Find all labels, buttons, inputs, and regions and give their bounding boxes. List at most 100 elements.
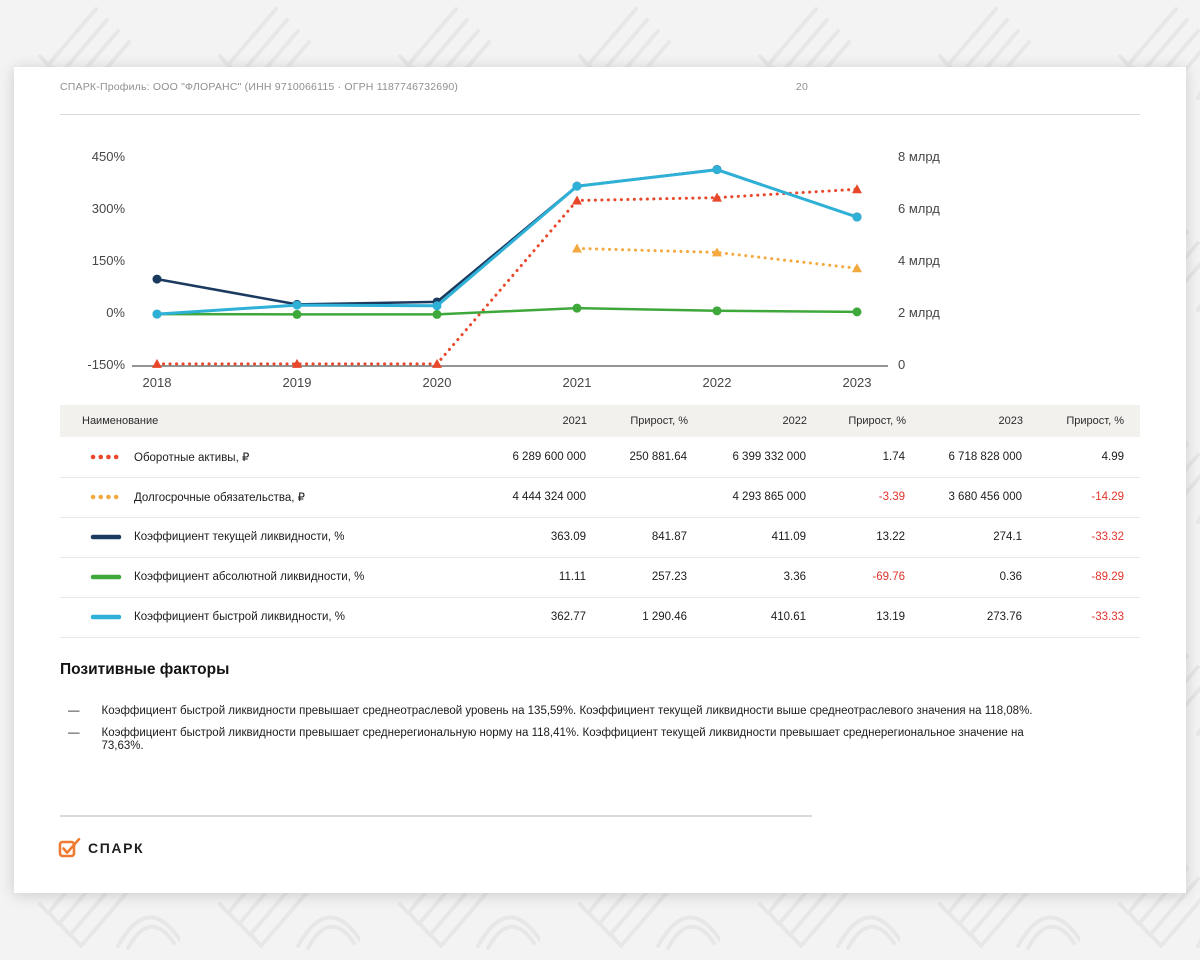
indicator-name: Коэффициент абсолютной ликвидности, %: [134, 571, 365, 583]
footer-divider: [60, 815, 812, 817]
x-axis-year-label: 2022: [703, 375, 732, 390]
series-marker: [852, 307, 862, 317]
right-axis-tick: 2 млрд: [898, 305, 940, 320]
series-marker: [152, 309, 162, 319]
positive-factors-list: — Коэффициент быстрой ликвидности превыша…: [60, 705, 1050, 753]
indicator-name: Долгосрочные обязательства, ₽: [134, 492, 305, 504]
positive-factor-item: — Коэффициент быстрой ликвидности превыша…: [60, 727, 1050, 753]
series-legend-swatch: [90, 494, 122, 500]
series-marker: [432, 358, 442, 368]
value-cell: 0.36: [906, 557, 1023, 598]
value-cell: 410.61: [688, 597, 807, 638]
value-cell: 11.11: [450, 557, 587, 598]
document-header: СПАРК-Профиль: ООО "ФЛОРАНС" (ИНН 971006…: [60, 67, 1140, 115]
series-line: [575, 246, 859, 270]
spark-logo: СПАРК: [58, 835, 144, 861]
value-cell: 3.36: [688, 557, 807, 598]
series-marker: [432, 301, 442, 311]
value-cell: -69.76: [807, 557, 906, 598]
series-marker: [572, 195, 582, 205]
indicator-name-cell: Коэффициент быстрой ликвидности, %: [60, 597, 450, 638]
value-cell: 841.87: [587, 517, 688, 558]
financial-indicators-table: Наименование 2021 Прирост, % 2022 Прирост, %…: [60, 405, 1140, 638]
indicator-name: Коэффициент быстрой ликвидности, %: [134, 611, 346, 623]
value-cell: 6 399 332 000: [688, 437, 807, 478]
table-row: Коэффициент текущей ликвидности, % 363.09…: [60, 517, 1140, 558]
indicator-name-cell: Оборотные активы, ₽: [60, 437, 450, 478]
series-line: [156, 306, 858, 316]
series-marker: [152, 274, 162, 284]
left-axis-tick: 450%: [92, 149, 126, 164]
x-axis-year-label: 2023: [843, 375, 872, 390]
series-marker: [572, 303, 582, 313]
series-legend-swatch: [90, 454, 122, 459]
series-marker: [852, 212, 862, 222]
document-title: СПАРК-Профиль: ООО "ФЛОРАНС" (ИНН 971006…: [60, 81, 459, 93]
positive-factors-title: Позитивные факторы: [60, 661, 230, 678]
value-cell: 363.09: [450, 517, 587, 558]
indicator-name-cell: Коэффициент абсолютной ликвидности, %: [60, 557, 450, 598]
positive-factors-section: Позитивные факторы — Коэффициент быстрой …: [60, 661, 1050, 762]
value-cell: -33.32: [1023, 517, 1140, 558]
table-header-row: Наименование 2021 Прирост, % 2022 Прирост, %…: [60, 405, 1140, 437]
series-marker: [292, 309, 302, 319]
series-line: [156, 168, 858, 306]
right-axis-tick: 4 млрд: [898, 253, 940, 268]
liquidity-trend-chart: 450% 300% 150% 0% -150% 8 млрд 6 млрд 4 млрд 2 м…: [87, 149, 940, 390]
value-cell: 274.1: [906, 517, 1023, 558]
series-marker: [572, 181, 582, 191]
x-axis-year-label: 2020: [423, 375, 452, 390]
series-legend-swatch: [90, 534, 122, 540]
value-cell: 4 444 324 000: [450, 477, 587, 518]
series-line: [156, 168, 858, 316]
value-cell: 6 718 828 000: [906, 437, 1023, 478]
table-column-header: 2021: [450, 405, 587, 437]
indicator-name-cell: Долгосрочные обязательства, ₽: [60, 477, 450, 518]
value-cell: 13.19: [807, 597, 906, 638]
spark-logo-text: СПАРК: [88, 840, 145, 856]
value-cell: 1.74: [807, 437, 906, 478]
indicator-name-cell: Коэффициент текущей ликвидности, %: [60, 517, 450, 558]
table-row: Оборотные активы, ₽ 6 289 600 000 250 881.…: [60, 437, 1140, 478]
indicator-name: Коэффициент текущей ликвидности, %: [134, 531, 345, 543]
series-marker: [152, 358, 162, 368]
series-marker: [712, 192, 722, 202]
indicator-name: Оборотные активы, ₽: [134, 451, 250, 464]
value-cell: 4 293 865 000: [688, 477, 807, 518]
left-axis-tick: 150%: [92, 253, 126, 268]
series-legend-swatch: [90, 614, 122, 620]
bullet-dash: —: [68, 705, 80, 717]
series-marker: [712, 247, 722, 257]
series-marker: [712, 306, 722, 316]
value-cell: [587, 477, 688, 518]
report-page: СПАРК-Профиль: ООО "ФЛОРАНС" (ИНН 971006…: [14, 67, 1186, 893]
spark-checkbox-icon: [58, 837, 81, 858]
page-number: 20: [795, 81, 808, 93]
table-column-header: 2022: [688, 405, 807, 437]
value-cell: -14.29: [1023, 477, 1140, 518]
table-row: Коэффициент абсолютной ликвидности, % 11.…: [60, 557, 1140, 598]
series-marker: [572, 243, 582, 253]
value-cell: -89.29: [1023, 557, 1140, 598]
left-axis-tick: 300%: [92, 201, 126, 216]
table-column-header: Прирост, %: [807, 405, 906, 437]
value-cell: -33.33: [1023, 597, 1140, 638]
table-column-header: Прирост, %: [1023, 405, 1140, 437]
series-line: [155, 187, 859, 366]
table-column-header: 2023: [906, 405, 1023, 437]
factor-text: Коэффициент быстрой ликвидности превышае…: [101, 727, 1024, 752]
value-cell: 411.09: [688, 517, 807, 558]
value-cell: 1 290.46: [587, 597, 688, 638]
left-axis-tick: 0%: [106, 305, 125, 320]
table-row: Коэффициент быстрой ликвидности, % 362.77…: [60, 597, 1140, 638]
value-cell: 3 680 456 000: [906, 477, 1023, 518]
positive-factor-item: — Коэффициент быстрой ликвидности превыша…: [60, 705, 1050, 718]
table-column-header: Прирост, %: [587, 405, 688, 437]
value-cell: 4.99: [1023, 437, 1140, 478]
series-marker: [292, 300, 302, 310]
series-legend-swatch: [90, 574, 122, 580]
right-axis-tick: 0: [898, 357, 905, 372]
series-marker: [292, 358, 302, 368]
series-marker: [432, 309, 442, 319]
